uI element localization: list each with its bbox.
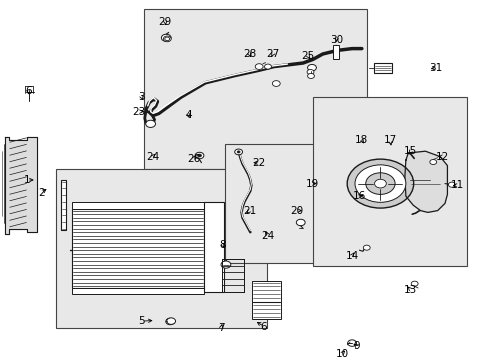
Circle shape	[164, 37, 169, 41]
Bar	[333, 45, 339, 59]
Circle shape	[161, 34, 171, 41]
Bar	[56, 169, 266, 328]
Circle shape	[195, 152, 203, 159]
Bar	[373, 63, 391, 73]
Text: 3: 3	[138, 92, 145, 102]
Bar	[222, 259, 244, 292]
Bar	[251, 281, 281, 319]
Bar	[72, 209, 204, 288]
Circle shape	[447, 182, 454, 187]
Text: 24: 24	[261, 231, 274, 241]
Text: 13: 13	[403, 285, 417, 295]
Bar	[312, 97, 466, 266]
Bar	[61, 180, 66, 230]
Circle shape	[237, 151, 240, 153]
Text: 19: 19	[305, 179, 318, 189]
Text: 18: 18	[354, 135, 368, 145]
Circle shape	[410, 281, 417, 286]
Text: 12: 12	[435, 152, 448, 162]
Circle shape	[272, 81, 280, 86]
Bar	[204, 202, 224, 292]
Circle shape	[429, 159, 436, 165]
Circle shape	[374, 179, 386, 188]
Text: 20: 20	[290, 206, 303, 216]
Polygon shape	[5, 137, 37, 234]
Text: 30: 30	[329, 35, 342, 45]
Bar	[72, 202, 204, 209]
Circle shape	[365, 173, 394, 194]
Text: 29: 29	[158, 17, 172, 27]
Circle shape	[354, 165, 405, 202]
Circle shape	[363, 245, 369, 250]
Circle shape	[264, 64, 271, 69]
Circle shape	[165, 318, 174, 325]
Polygon shape	[404, 151, 447, 212]
Text: 6: 6	[25, 86, 32, 96]
Text: 9: 9	[353, 341, 360, 351]
Text: 8: 8	[219, 240, 225, 250]
Circle shape	[296, 219, 305, 226]
Text: 7: 7	[217, 323, 224, 333]
Text: 31: 31	[428, 63, 442, 73]
Circle shape	[163, 36, 171, 42]
Circle shape	[221, 261, 230, 268]
Text: 11: 11	[449, 180, 463, 190]
Circle shape	[145, 120, 155, 127]
Text: 27: 27	[265, 49, 279, 59]
Text: 25: 25	[301, 51, 314, 61]
Text: 21: 21	[242, 206, 256, 216]
Circle shape	[346, 159, 413, 208]
Text: 10: 10	[335, 348, 348, 359]
Text: 1: 1	[23, 175, 30, 185]
Text: 6: 6	[260, 321, 267, 332]
Text: 4: 4	[184, 110, 191, 120]
Text: 26: 26	[186, 154, 200, 164]
Circle shape	[166, 318, 175, 324]
Circle shape	[307, 64, 316, 71]
Text: 17: 17	[383, 135, 396, 145]
Circle shape	[197, 154, 201, 157]
Circle shape	[306, 69, 313, 75]
Text: 15: 15	[403, 146, 417, 156]
Bar	[224, 144, 315, 263]
Text: 2: 2	[38, 188, 45, 198]
Text: 14: 14	[345, 251, 358, 261]
Text: 5: 5	[138, 316, 145, 326]
Circle shape	[307, 73, 314, 78]
Text: 23: 23	[132, 107, 146, 117]
Bar	[72, 288, 204, 294]
Text: 28: 28	[242, 49, 256, 59]
Text: 16: 16	[352, 191, 366, 201]
Bar	[144, 9, 366, 169]
Circle shape	[347, 340, 356, 346]
Circle shape	[255, 64, 263, 69]
Text: 24: 24	[145, 152, 159, 162]
Circle shape	[234, 149, 242, 155]
Text: 22: 22	[252, 158, 265, 168]
